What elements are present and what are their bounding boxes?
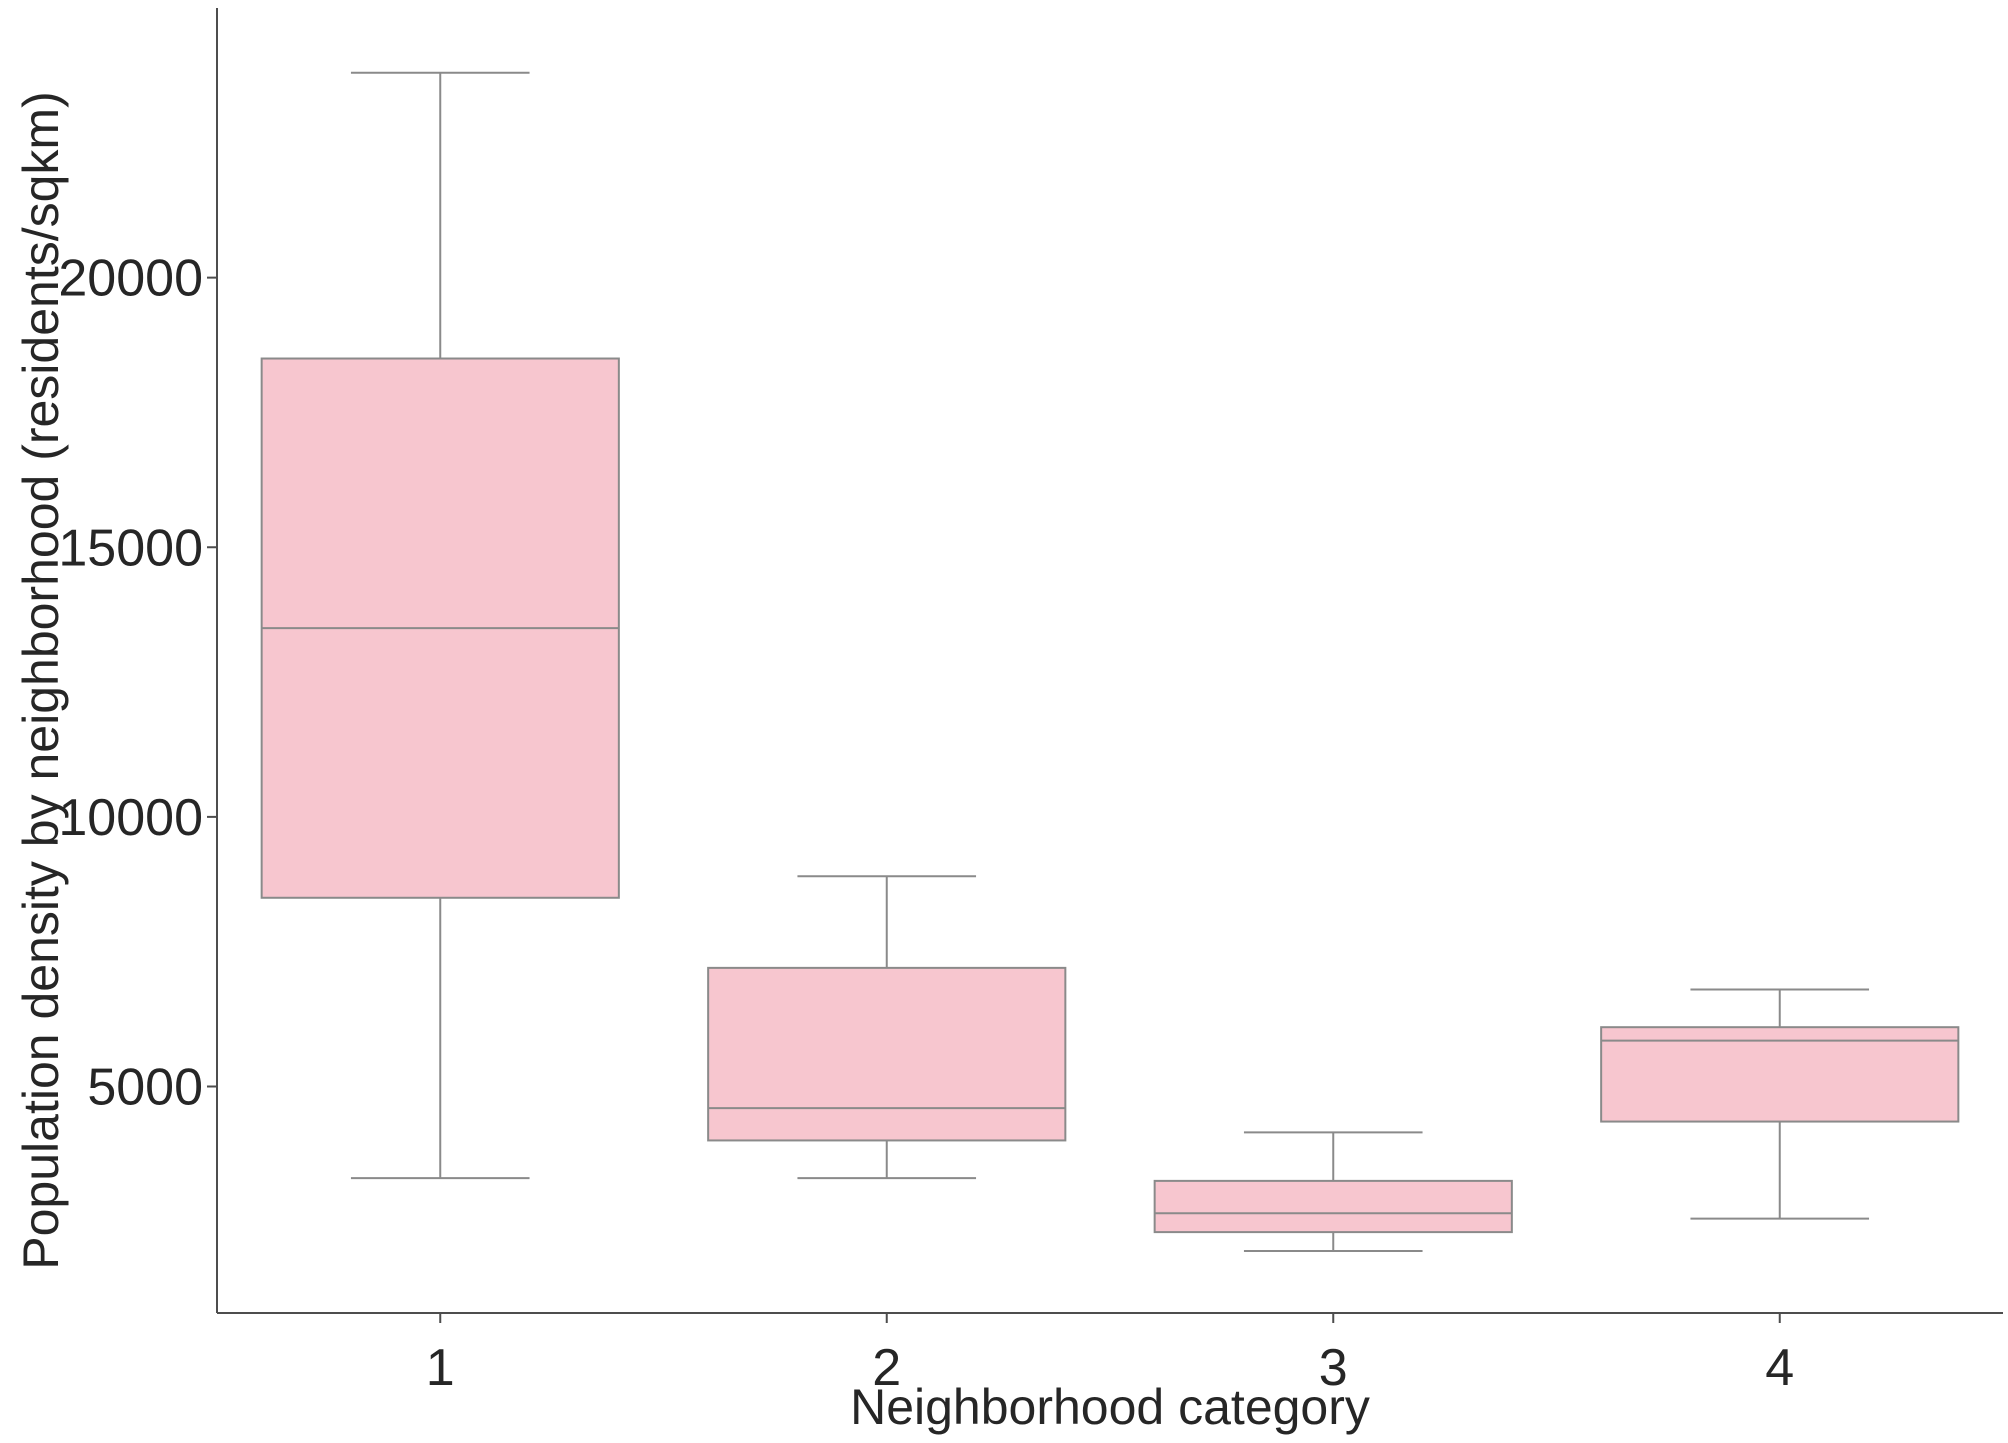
y-tick-label: 5000 — [87, 1059, 203, 1117]
iqr-box — [1153, 1179, 1513, 1234]
y-ticks: 5000 10000 15000 20000 — [58, 250, 217, 1117]
iqr-box — [1600, 1026, 1960, 1123]
x-tick-label: 4 — [1765, 1339, 1794, 1397]
x-tick-label: 2 — [872, 1339, 901, 1397]
iqr-box — [707, 966, 1067, 1142]
plot-area — [260, 71, 1960, 1252]
y-tick-label: 10000 — [58, 789, 203, 847]
y-tick-label: 15000 — [58, 519, 203, 577]
box-group-1 — [260, 71, 620, 1180]
box-group-3 — [1153, 1131, 1513, 1252]
x-ticks: 1 2 3 4 — [426, 1313, 1794, 1397]
box-group-2 — [707, 875, 1067, 1180]
y-tick-label: 20000 — [58, 250, 203, 308]
box-group-4 — [1600, 988, 1960, 1220]
x-axis-title: Neighborhood category — [850, 1379, 1370, 1435]
x-tick-label: 1 — [426, 1339, 455, 1397]
x-tick-label: 3 — [1319, 1339, 1348, 1397]
y-axis-title: Population density by neighborhood (resi… — [13, 91, 69, 1269]
